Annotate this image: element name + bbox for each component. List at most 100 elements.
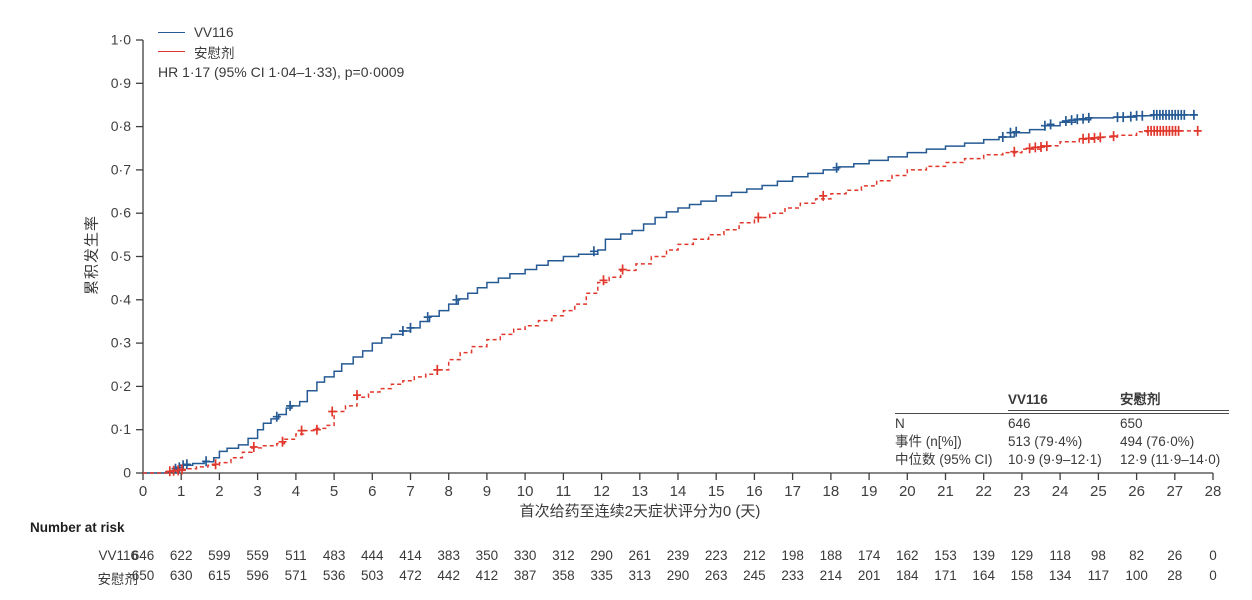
legend-item-vv116: VV116 — [158, 23, 235, 42]
y-tick-label: 0·1 — [111, 421, 131, 437]
risk-value: 646 — [131, 548, 155, 563]
x-tick-label: 16 — [746, 483, 763, 500]
y-tick-label: 0·9 — [111, 75, 131, 91]
vv116-line-swatch — [158, 32, 185, 33]
risk-value: 100 — [1125, 568, 1148, 583]
y-tick-label: 0·2 — [111, 378, 131, 394]
risk-value: 171 — [934, 568, 957, 583]
stats-events-vv116: 513 (79·4%) — [1008, 434, 1083, 449]
risk-value: 239 — [666, 548, 690, 563]
risk-value: 164 — [972, 568, 995, 583]
stats-n-vv116: 646 — [1008, 416, 1031, 431]
risk-value: 174 — [857, 548, 881, 563]
risk-value: 536 — [322, 568, 346, 583]
risk-value: 117 — [1087, 568, 1110, 583]
risk-value: 596 — [246, 568, 269, 583]
x-tick-label: 21 — [937, 483, 954, 500]
risk-value: 201 — [857, 568, 881, 583]
risk-value: 483 — [322, 548, 346, 563]
x-tick-label: 3 — [253, 483, 261, 500]
hazard-ratio-annotation: HR 1·17 (95% CI 1·04–1·33), p=0·0009 — [158, 64, 405, 80]
risk-value: 312 — [552, 548, 575, 563]
y-tick-label: 0·5 — [111, 248, 131, 264]
risk-value: 223 — [704, 548, 728, 563]
y-tick-label: 0·8 — [111, 118, 131, 134]
risk-value: 599 — [208, 548, 231, 563]
risk-value: 650 — [131, 568, 155, 583]
x-tick-label: 0 — [139, 483, 147, 500]
legend-item-placebo: 安慰剂 — [158, 42, 235, 61]
stats-row-events: 事件 (n[%]) 513 (79·4%) 494 (76·0%) — [895, 433, 1229, 451]
x-tick-label: 8 — [445, 483, 453, 500]
risk-value: 412 — [475, 568, 499, 583]
stats-row-label: 事件 (n[%]) — [895, 434, 962, 449]
x-tick-label: 28 — [1205, 483, 1222, 500]
stats-header-vv116: VV116 — [1008, 392, 1120, 411]
risk-value: 571 — [284, 568, 308, 583]
risk-value: 212 — [743, 548, 766, 563]
risk-value: 184 — [896, 568, 919, 583]
risk-value: 118 — [1049, 548, 1071, 563]
stats-row-n: N 646 650 — [895, 415, 1229, 433]
x-tick-label: 14 — [670, 483, 687, 500]
x-tick-label: 27 — [1166, 483, 1183, 500]
risk-value: 472 — [399, 568, 422, 583]
x-tick-label: 25 — [1090, 483, 1107, 500]
risk-value: 630 — [169, 568, 193, 583]
x-tick-label: 9 — [483, 483, 491, 500]
y-axis-title: 累积发生率 — [83, 214, 101, 296]
x-tick-label: 24 — [1052, 483, 1069, 500]
risk-value: 290 — [590, 548, 613, 563]
x-tick-label: 23 — [1014, 483, 1031, 500]
risk-value: 290 — [666, 568, 690, 583]
risk-value: 414 — [399, 548, 422, 563]
risk-value: 511 — [285, 548, 307, 563]
stats-row-median: 中位数 (95% CI) 10·9 (9·9–12·1) 12·9 (11·9–… — [895, 451, 1229, 469]
y-tick-label: 0·7 — [111, 161, 131, 177]
risk-value: 245 — [743, 568, 766, 583]
y-tick-label: 0·4 — [111, 291, 131, 307]
stats-row-label: N — [895, 416, 905, 431]
x-tick-label: 22 — [975, 483, 992, 500]
x-axis-title: 首次给药至连续2天症状评分为0 (天) — [519, 503, 761, 520]
x-tick-label: 13 — [631, 483, 648, 500]
x-tick-label: 10 — [517, 483, 534, 500]
x-tick-label: 19 — [861, 483, 878, 500]
risk-value: 444 — [361, 548, 384, 563]
placebo-line-swatch — [158, 51, 185, 52]
x-tick-label: 26 — [1128, 483, 1145, 500]
y-axis: 0 0·1 0·2 0·3 0·4 0·5 0·6 0·7 0·8 0·9 1·0 — [111, 32, 144, 481]
stats-header-placebo: 安慰剂 — [1120, 392, 1229, 411]
stats-table: VV116 安慰剂 N 646 650 事件 (n[%]) 513 (79·4%… — [895, 392, 1229, 469]
stats-table-header-row: VV116 安慰剂 — [895, 392, 1229, 411]
risk-value: 98 — [1090, 548, 1106, 563]
x-tick-label: 15 — [708, 483, 725, 500]
number-at-risk-title: Number at risk — [30, 520, 125, 535]
risk-row-label-placebo: 安慰剂 — [97, 572, 139, 587]
x-tick-label: 5 — [330, 483, 338, 500]
placebo-censor-marks — [165, 125, 1202, 477]
risk-value: 358 — [552, 568, 575, 583]
risk-value: 622 — [169, 548, 193, 563]
risk-value: 82 — [1129, 548, 1145, 563]
x-tick-label: 2 — [215, 483, 223, 500]
stats-n-placebo: 650 — [1120, 416, 1143, 431]
risk-value: 129 — [1010, 548, 1034, 563]
risk-value: 313 — [628, 568, 652, 583]
x-tick-label: 20 — [899, 483, 916, 500]
risk-value: 134 — [1048, 568, 1072, 583]
risk-value: 387 — [513, 568, 537, 583]
risk-value: 503 — [361, 568, 384, 583]
risk-value: 158 — [1010, 568, 1034, 583]
risk-value: 198 — [781, 548, 804, 563]
risk-value: 233 — [781, 568, 804, 583]
x-tick-label: 7 — [406, 483, 414, 500]
x-tick-label: 12 — [593, 483, 610, 500]
risk-value: 214 — [819, 568, 843, 583]
x-tick-label: 6 — [368, 483, 376, 500]
stats-header-blank — [895, 392, 1008, 411]
x-tick-label: 11 — [556, 483, 572, 500]
x-axis: 0 1 2 3 4 5 6 7 8 9 10 11 12 13 14 15 16 17 18 19 20 21 22 23 24… — [139, 472, 1222, 500]
